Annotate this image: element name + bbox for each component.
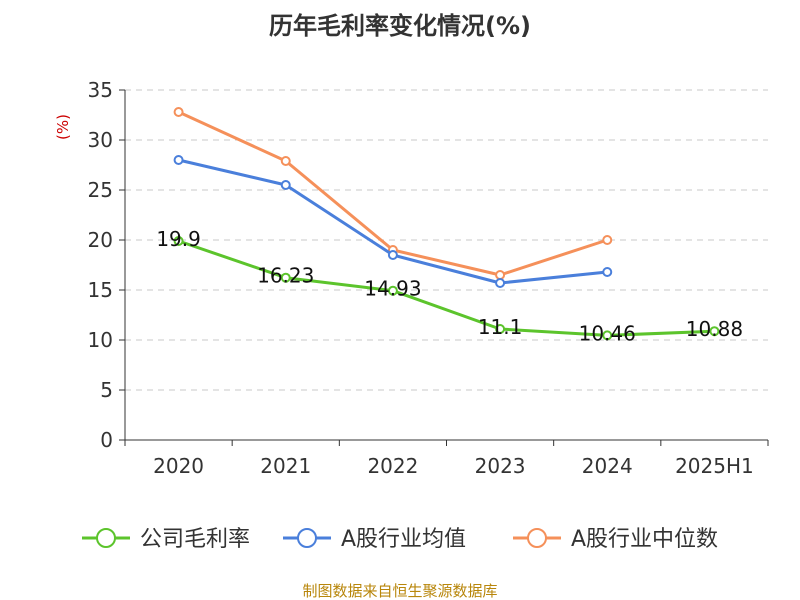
y-tick-label: 10 xyxy=(88,328,113,352)
data-point xyxy=(709,326,720,337)
legend-label: A股行业中位数 xyxy=(571,527,718,552)
legend-label: A股行业均值 xyxy=(341,527,466,552)
data-label: 11.1 xyxy=(478,315,523,339)
data-point xyxy=(280,180,291,190)
legend-marker xyxy=(96,528,116,548)
x-tick-label: 2022 xyxy=(367,454,418,478)
legend-item-0: 公司毛利率 xyxy=(82,527,250,552)
data-label: 14.93 xyxy=(364,277,421,301)
data-labels: 19.9 16.23 14.93 11.1 10.46 10.88 xyxy=(156,227,743,345)
data-point xyxy=(495,270,506,280)
data-label: 19.9 xyxy=(156,227,201,251)
y-tick-label: 35 xyxy=(88,78,113,102)
x-tick-label: 2021 xyxy=(260,454,311,478)
chart-title: 历年毛利率变化情况(%) xyxy=(269,12,531,40)
y-tick-label: 25 xyxy=(88,178,113,202)
x-tick-label: 2025H1 xyxy=(675,454,754,478)
data-point xyxy=(387,285,398,296)
data-point xyxy=(387,250,398,260)
data-point xyxy=(173,236,184,246)
legend-item-1: A股行业均值 xyxy=(283,527,466,552)
legend: 公司毛利率 A股行业均值 A股行业中位数 xyxy=(82,527,718,552)
y-tick-label: 20 xyxy=(88,228,113,252)
series-line xyxy=(178,239,715,337)
data-point xyxy=(602,267,613,277)
series-lines xyxy=(173,107,720,341)
data-point xyxy=(280,156,291,166)
y-tick-label: 15 xyxy=(88,278,113,302)
legend-item-2: A股行业中位数 xyxy=(513,527,718,552)
legend-label: 公司毛利率 xyxy=(140,527,250,552)
data-label: 16.23 xyxy=(257,264,314,288)
y-tick-label: 0 xyxy=(100,428,113,452)
data-label: 10.46 xyxy=(579,321,636,345)
source-note: 制图数据来自恒生聚源数据库 xyxy=(302,582,497,600)
data-point xyxy=(173,107,184,117)
data-point xyxy=(602,330,613,341)
data-point xyxy=(280,272,291,283)
series-1 xyxy=(173,155,613,288)
gridlines xyxy=(125,89,768,391)
legend-marker xyxy=(527,528,547,548)
series-0 xyxy=(173,236,720,341)
legend-marker xyxy=(297,528,317,548)
axes: 0 5 10 15 20 25 30 35 2020 2021 2022 2023 2024 2025H1 xyxy=(88,78,769,478)
x-tick-label: 2024 xyxy=(582,454,633,478)
data-point xyxy=(602,235,613,245)
data-point xyxy=(173,155,184,165)
data-point xyxy=(495,324,506,334)
y-tick-label: 30 xyxy=(88,128,113,152)
data-point xyxy=(495,278,506,288)
x-tick-label: 2023 xyxy=(475,454,526,478)
y-tick-label: 5 xyxy=(100,378,113,402)
y-axis-label: (%) xyxy=(54,114,72,140)
x-tick-label: 2020 xyxy=(153,454,204,478)
data-label: 10.88 xyxy=(686,317,743,341)
